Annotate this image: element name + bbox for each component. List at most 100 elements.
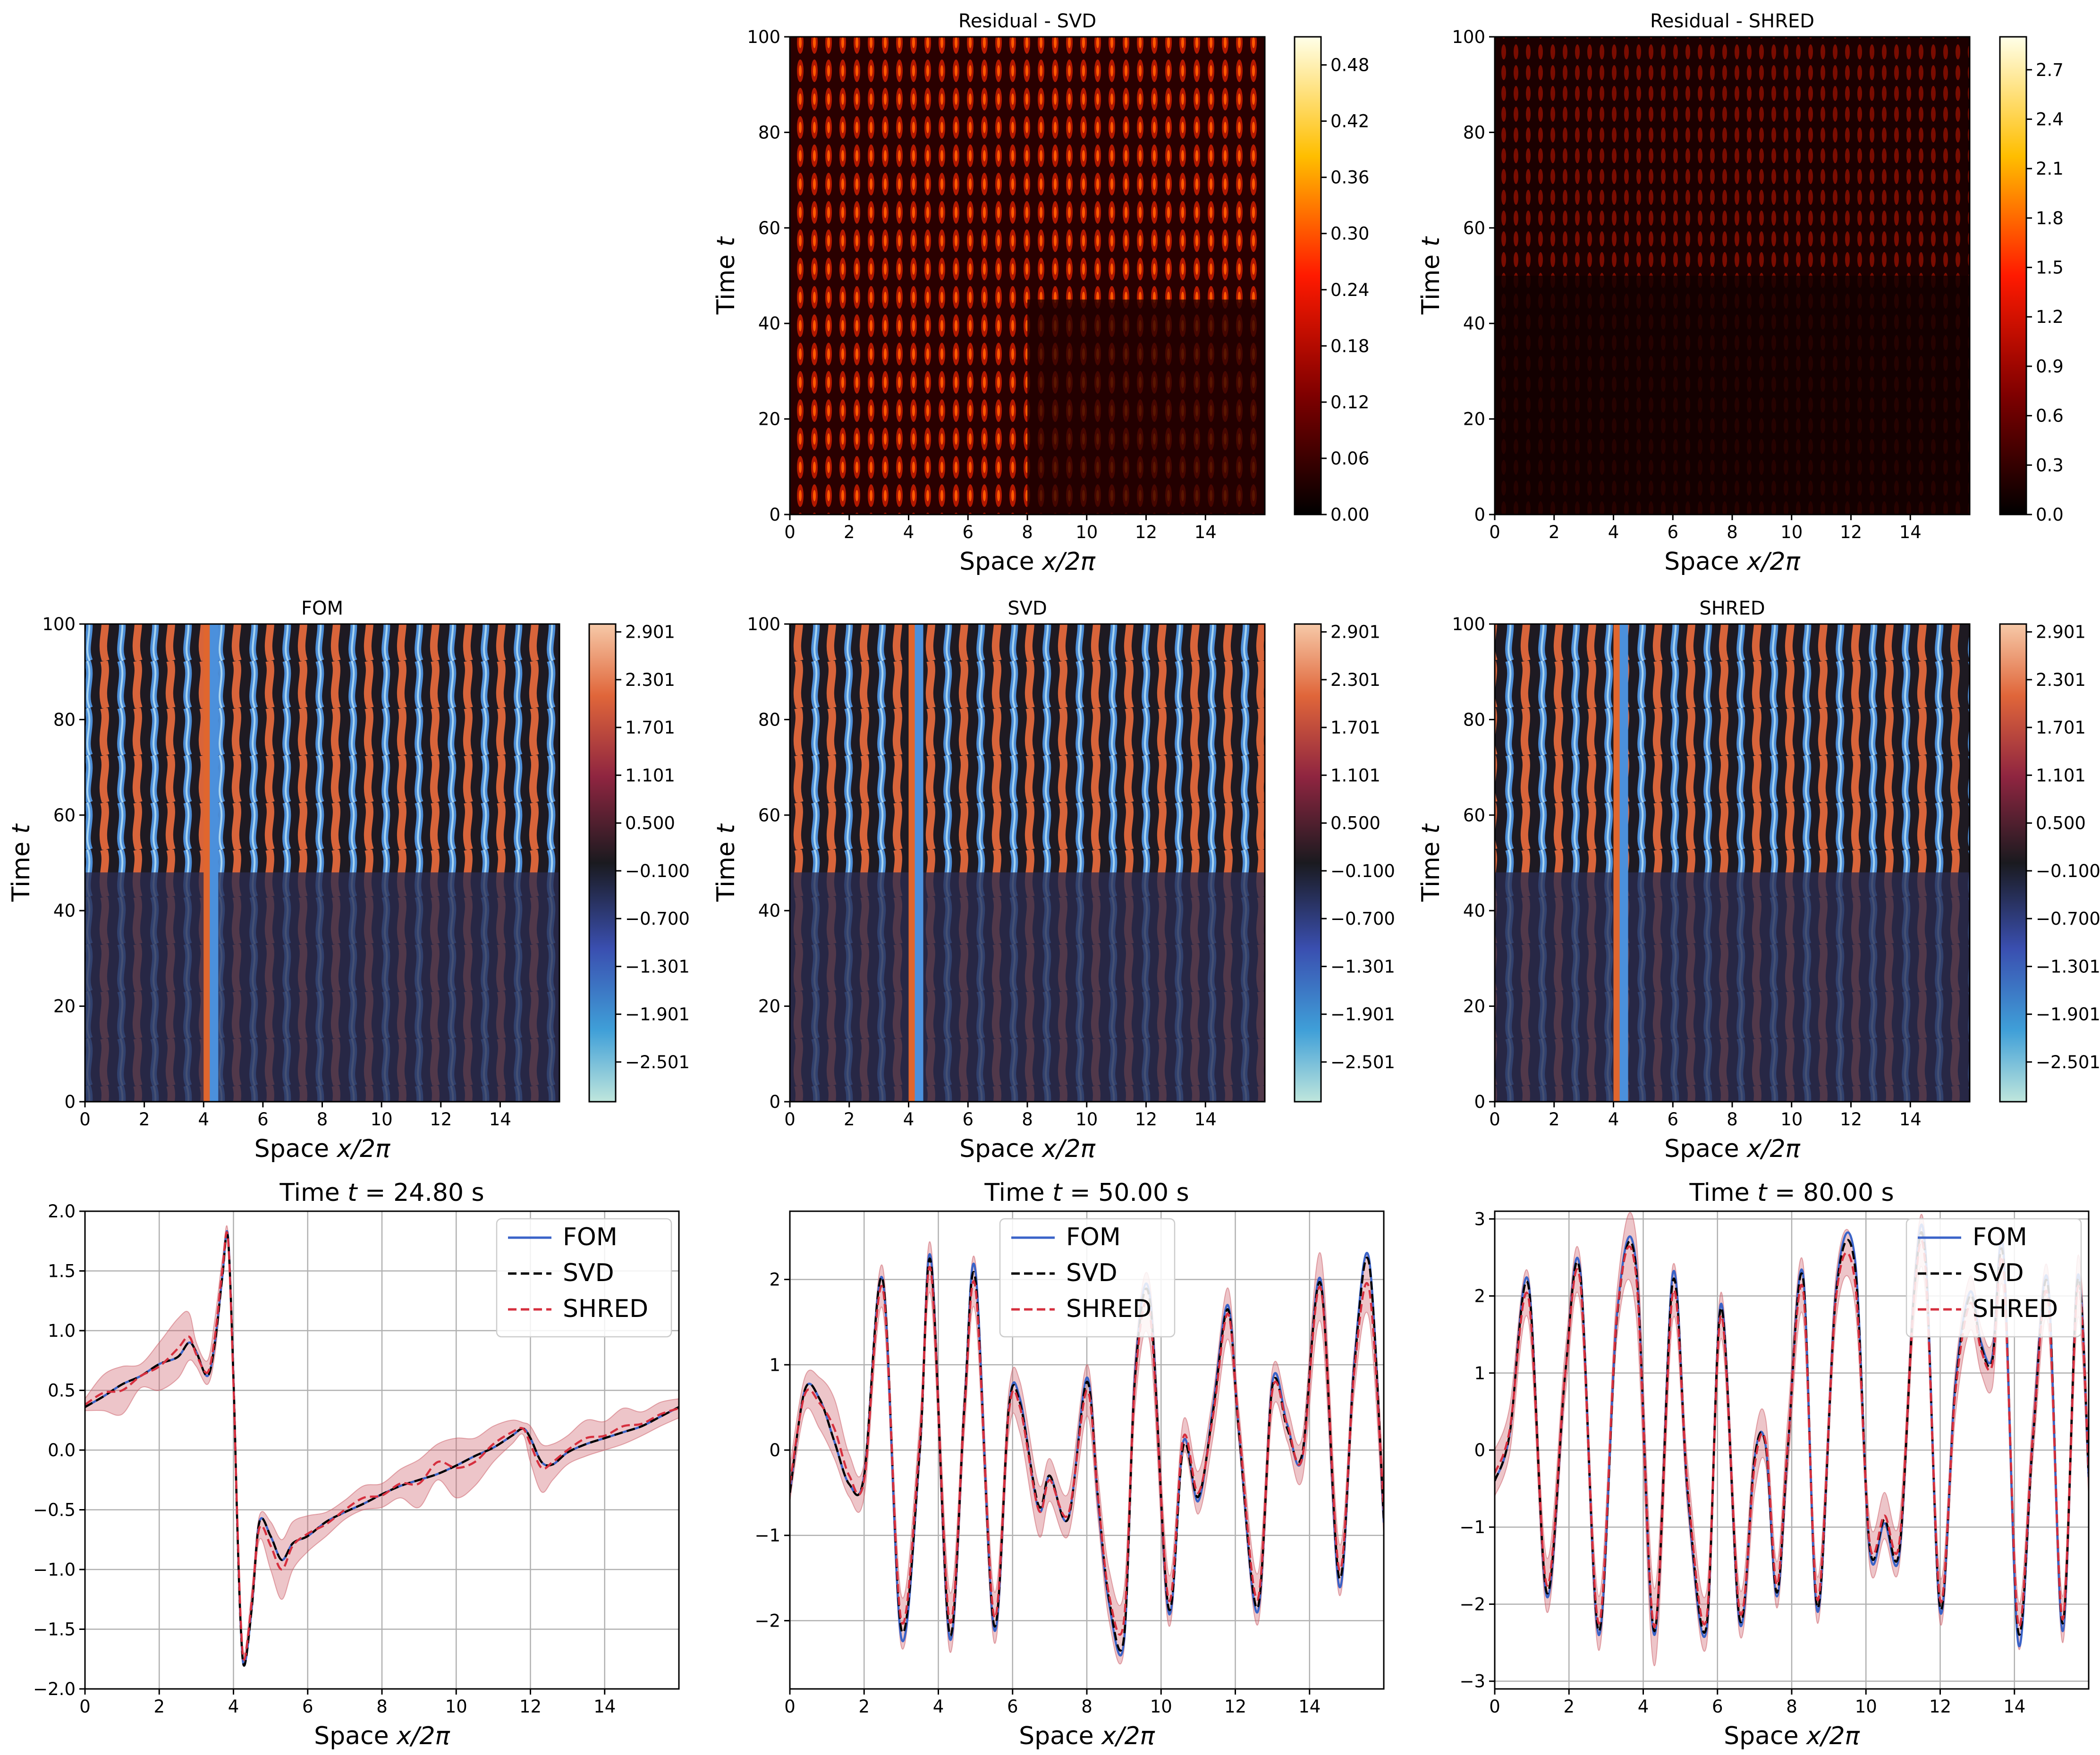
line-t50-xtick-label: 12	[1224, 1696, 1246, 1717]
svd-xtick-label: 6	[962, 1109, 974, 1130]
fom-xtick-label: 4	[198, 1109, 209, 1130]
line-t80-ytick-label: −2	[1459, 1594, 1485, 1614]
fom-xtick-label: 14	[489, 1109, 511, 1130]
residual-svd-cb-label: 0.36	[1330, 168, 1369, 188]
residual-shred-cb-label: 0.0	[2036, 505, 2064, 525]
residual-svd-lower-region	[1027, 299, 1265, 515]
residual-svd-xtick-label: 2	[844, 522, 855, 542]
line-t24-ytick-label: −1.5	[33, 1620, 76, 1640]
line-t50-xtick-label: 0	[784, 1696, 796, 1717]
fom-ytick-label: 60	[53, 805, 76, 826]
svd-cb-label: −0.100	[1330, 861, 1395, 881]
shred-xtick-label: 12	[1840, 1109, 1862, 1130]
shred-title: SHRED	[1699, 598, 1765, 619]
line-t50-xtick-label: 6	[1007, 1696, 1018, 1717]
svd-xtick-label: 4	[903, 1109, 915, 1130]
residual-shred-cb-label: 1.5	[2036, 258, 2064, 278]
fom-xtick-label: 10	[371, 1109, 393, 1130]
fom-xtick-label: 2	[139, 1109, 150, 1130]
residual-svd-ytick-label: 20	[758, 409, 780, 430]
line-t80-ytick-label: −1	[1459, 1517, 1485, 1537]
line-t80-xtick-label: 10	[1855, 1696, 1877, 1717]
line-t80-xtick-label: 0	[1489, 1696, 1500, 1717]
shred-cb-label: 2.901	[2036, 622, 2086, 642]
line-t80-xtick-label: 2	[1563, 1696, 1575, 1717]
fom-ylabel: Time t	[7, 823, 35, 902]
residual-svd-xtick-label: 8	[1022, 522, 1033, 542]
residual-svd-xtick-label: 0	[784, 522, 796, 542]
shred-front-blue	[1619, 624, 1628, 1102]
residual-svd-xlabel: Space x/2π	[959, 548, 1095, 576]
fom-colorbar-frame	[588, 623, 617, 1103]
svd-xlabel: Space x/2π	[959, 1135, 1095, 1163]
line-t50-series-shred	[790, 1266, 1384, 1636]
shred-ylabel: Time t	[1417, 823, 1445, 902]
fom-cb-label: −0.100	[625, 861, 690, 881]
fom-xtick-label: 8	[317, 1109, 328, 1130]
residual-shred-cb-label: 2.4	[2036, 109, 2064, 129]
residual-svd-cb-label: 0.48	[1330, 55, 1369, 76]
line-t24-ytick-label: −1.0	[33, 1560, 76, 1580]
residual-shred-xtick-label: 10	[1780, 522, 1803, 542]
line-t50-xtick-label: 4	[933, 1696, 944, 1717]
fom-cb-label: −1.301	[625, 956, 690, 977]
svd-cb-label: 0.500	[1330, 813, 1380, 834]
line-t80-xlabel: Space x/2π	[1724, 1722, 1860, 1750]
line-t50-ytick-label: 0	[769, 1440, 780, 1460]
line-t24-xtick-label: 14	[593, 1696, 616, 1717]
shred-lower-region	[1495, 872, 1970, 1102]
residual-svd-cb-label: 0.18	[1330, 336, 1369, 356]
fom-cb-label: 2.301	[625, 670, 675, 690]
svd-lower-region	[790, 872, 1265, 1102]
residual-shred-colorbar	[2000, 37, 2026, 515]
line-t80-xtick-label: 12	[1929, 1696, 1951, 1717]
fom-cb-label: 2.901	[625, 622, 675, 642]
svd-cb-label: −2.501	[1330, 1052, 1395, 1072]
fom-cb-label: −0.700	[625, 909, 690, 929]
line-t80-legend-label-shred: SHRED	[1973, 1295, 2058, 1323]
shred-cb-label: 0.500	[2036, 813, 2086, 834]
line-t80-xtick-label: 6	[1712, 1696, 1723, 1717]
residual-svd-panel: Residual - SVD 0 2 4 6 8 10 12 14 0 20 40 60 80 100 Spa…	[712, 10, 1369, 576]
line-t80-ytick-label: 0	[1474, 1440, 1485, 1460]
residual-shred-cb-label: 0.9	[2036, 356, 2064, 377]
shred-cb-label: −0.700	[2036, 909, 2100, 929]
residual-svd-ytick-label: 0	[769, 505, 780, 525]
residual-shred-xtick-label: 0	[1489, 522, 1500, 542]
fom-front-blue	[210, 624, 219, 1102]
fom-xlabel: Space x/2π	[254, 1135, 390, 1163]
residual-svd-ytick-label: 60	[758, 218, 780, 238]
shred-ytick-label: 100	[1452, 614, 1485, 634]
residual-shred-cb-label: 0.6	[2036, 406, 2064, 426]
residual-svd-cb-label: 0.30	[1330, 224, 1369, 244]
residual-shred-ytick-label: 0	[1474, 505, 1485, 525]
shred-cb-label: −1.301	[2036, 956, 2100, 977]
svd-ylabel: Time t	[712, 823, 740, 902]
svd-cb-label: −1.301	[1330, 956, 1395, 977]
residual-shred-xtick-label: 6	[1667, 522, 1678, 542]
residual-shred-ylabel: Time t	[1417, 236, 1445, 315]
residual-svd-colorbar-frame	[1294, 36, 1322, 515]
shred-colorbar	[2000, 624, 2026, 1102]
svd-panel: SVD 0 2 4 6 8 10 12 14 0 20 40 60 80 100 Space x/2π Time…	[712, 598, 1395, 1163]
line-t80-legend: FOM SVD SHRED	[1905, 1218, 2082, 1338]
line-t50-xtick-label: 14	[1298, 1696, 1321, 1717]
residual-shred-ytick-label: 80	[1463, 122, 1485, 143]
line-t24-series-svd	[85, 1232, 679, 1667]
line-t50-ytick-label: −1	[754, 1526, 780, 1546]
svd-cb-label: 1.101	[1330, 765, 1380, 785]
line-t80-xtick-label: 8	[1786, 1696, 1797, 1717]
line-t50-legend-label-svd: SVD	[1066, 1259, 1118, 1287]
residual-shred-ytick-label: 40	[1463, 313, 1485, 334]
line-t50-xlabel: Space x/2π	[1019, 1722, 1155, 1750]
shred-ytick-label: 40	[1463, 901, 1485, 921]
svd-xtick-label: 14	[1194, 1109, 1217, 1130]
line-t24-xtick-label: 4	[228, 1696, 239, 1717]
shred-ytick-label: 0	[1474, 1092, 1485, 1112]
residual-svd-title: Residual - SVD	[958, 10, 1096, 32]
line-t80-ytick-label: −3	[1459, 1671, 1485, 1692]
line-t80-xtick-label: 14	[2003, 1696, 2025, 1717]
svd-ytick-label: 80	[758, 709, 780, 730]
svd-ytick-label: 40	[758, 901, 780, 921]
